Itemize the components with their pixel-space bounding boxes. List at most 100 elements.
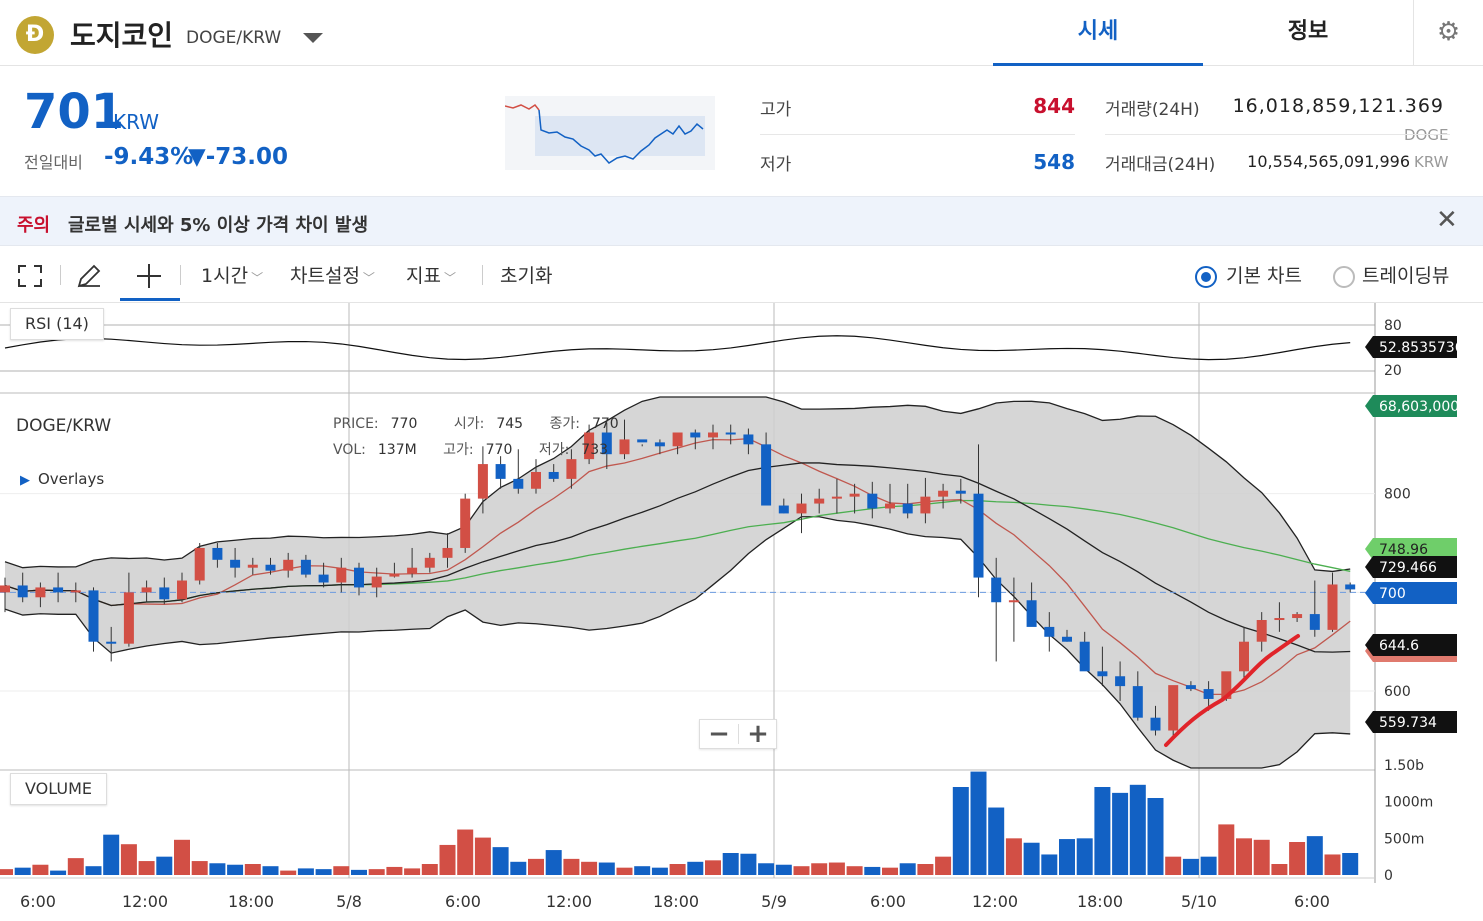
- candle-body: [88, 590, 99, 642]
- divider: [760, 134, 1075, 135]
- volume-bar: [1005, 838, 1022, 875]
- x-tick-label: 5/8: [336, 892, 362, 911]
- candle-body: [1292, 614, 1303, 619]
- volume-bar: [244, 864, 261, 875]
- bollinger-lower-line: [4, 516, 1351, 769]
- volume-bar: [1218, 824, 1235, 875]
- volume-bar: [85, 866, 102, 875]
- tab-info[interactable]: 정보: [1287, 19, 1329, 44]
- candle-body: [123, 592, 134, 644]
- open-val: 745: [496, 416, 524, 432]
- divider: [482, 265, 483, 285]
- lower-band-tag-shape: [1365, 711, 1457, 733]
- volume-bar: [846, 866, 863, 875]
- x-tick-label: 5/9: [761, 892, 787, 911]
- ma-green-tag-shape: [1365, 538, 1457, 560]
- chevron-down-icon: ﹀: [362, 271, 375, 285]
- candle-body: [17, 585, 28, 598]
- tab-price[interactable]: 시세: [993, 0, 1203, 66]
- close-key: 종가:: [549, 416, 580, 432]
- upper-band-tag-shape: [1365, 556, 1457, 578]
- tradingview-radio[interactable]: [1333, 266, 1355, 288]
- zoom-in-button[interactable]: +: [747, 719, 769, 749]
- volume-bar: [1342, 853, 1359, 875]
- rsi-line: [4, 335, 1351, 361]
- coin-dropdown-icon[interactable]: [303, 33, 323, 43]
- candle-body: [460, 498, 471, 548]
- volume-bar: [1041, 854, 1058, 875]
- volume-bar: [1112, 792, 1129, 875]
- rsi-panel-label[interactable]: RSI (14): [10, 308, 104, 340]
- basic-chart-radio[interactable]: [1195, 266, 1217, 288]
- candle-body: [654, 442, 665, 447]
- close-icon[interactable]: ✕: [1436, 205, 1458, 235]
- amount-value: 10,554,565,091,996: [1247, 152, 1410, 171]
- candle-body: [1345, 584, 1356, 590]
- candle-body: [354, 567, 364, 588]
- candle-body: [106, 641, 117, 644]
- chart-toolbar: 1시간 ﹀ 차트설정 ﹀ 지표 ﹀ 초기화 기본 차트 트레이딩뷰: [0, 247, 1483, 303]
- candle-body: [831, 496, 842, 499]
- gear-icon[interactable]: ⚙: [1413, 0, 1483, 66]
- candle-body: [1274, 618, 1285, 621]
- candle-body: [814, 498, 825, 504]
- crosshair-icon[interactable]: [136, 263, 162, 289]
- pencil-icon[interactable]: [76, 263, 102, 289]
- price-gap-notice: 주의 글로벌 시세와 5% 이상 가격 차이 발생 ✕: [0, 196, 1483, 246]
- volume-tick-label: 0: [1384, 868, 1393, 884]
- tradingview-label[interactable]: 트레이딩뷰: [1362, 265, 1450, 287]
- volume-bar: [386, 866, 403, 875]
- upper-band-tag-text: 729.466: [1379, 560, 1437, 576]
- candle-body: [584, 432, 595, 460]
- volume-bar: [1253, 839, 1270, 875]
- volume-bar: [775, 864, 792, 875]
- candle-body: [973, 493, 984, 578]
- top-value-tag-shape: [1365, 395, 1457, 417]
- volume-bar: [988, 807, 1005, 875]
- candle-body: [194, 547, 205, 581]
- volume-panel-label[interactable]: VOLUME: [10, 773, 107, 805]
- basic-chart-label[interactable]: 기본 차트: [1226, 265, 1302, 287]
- price-chart[interactable]: 6:00 12:00 18:00 5/8 6:00 12:00 18:00 5/9 6:00 12…: [0, 303, 1483, 921]
- volume-bar: [1271, 864, 1288, 875]
- candle-body: [1079, 641, 1090, 672]
- volume-tick-label: 1.50b: [1384, 758, 1424, 774]
- volume-bar: [1165, 856, 1182, 875]
- volume-bar: [1200, 856, 1217, 875]
- candle-body: [725, 432, 736, 435]
- candle-body: [318, 574, 329, 583]
- triangle-right-icon: ▶: [20, 473, 30, 488]
- ohlc-row-1: PRICE: 770 시가: 745 종가: 770: [333, 413, 619, 433]
- volume-bar: [50, 870, 67, 875]
- volume-bar: [351, 869, 367, 875]
- interval-dropdown[interactable]: 1시간 ﹀: [201, 261, 263, 288]
- reset-button[interactable]: 초기화: [500, 265, 553, 287]
- volume-bar: [492, 847, 509, 875]
- volume-bar: [935, 856, 952, 875]
- doge-logo-icon: Ð: [16, 16, 54, 54]
- candle-body: [1044, 626, 1055, 637]
- volume-bar: [828, 862, 845, 875]
- current-price-tag-text: 700: [1379, 586, 1406, 602]
- volume-bar: [1094, 787, 1111, 875]
- candle-body: [1115, 676, 1126, 687]
- volume-bar: [545, 850, 562, 875]
- indicators-dropdown[interactable]: 지표 ﹀: [406, 261, 456, 288]
- volume-bar: [1182, 858, 1199, 875]
- divider: [180, 265, 181, 285]
- candle-body: [1150, 717, 1161, 731]
- fullscreen-icon[interactable]: [18, 265, 42, 287]
- candle-body: [761, 444, 772, 506]
- overlays-toggle[interactable]: ▶ Overlays: [20, 470, 104, 488]
- top-value-tag: 68,603,000: [1365, 395, 1459, 417]
- volume-bar: [227, 864, 244, 875]
- volume-bar: [1076, 838, 1093, 875]
- candle-body: [920, 496, 931, 514]
- candle-body: [424, 557, 435, 568]
- lower-band-tag: 559.734: [1365, 711, 1457, 733]
- chart-settings-dropdown[interactable]: 차트설정 ﹀: [290, 261, 375, 288]
- volume-bar: [616, 867, 633, 875]
- change-rate: -9.43%: [104, 144, 194, 170]
- active-tool-indicator: [120, 298, 180, 301]
- zoom-out-button[interactable]: −: [708, 719, 730, 749]
